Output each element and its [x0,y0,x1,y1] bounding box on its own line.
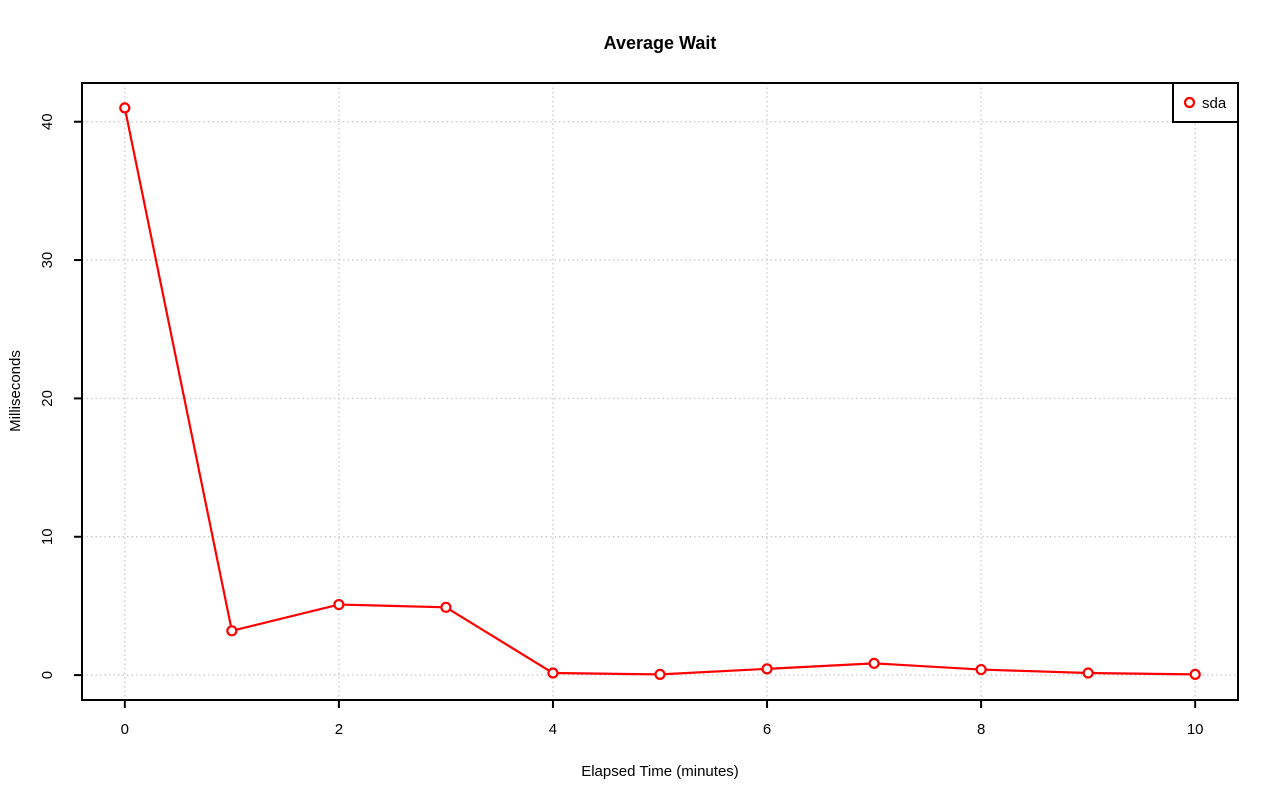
chart-title: Average Wait [604,33,717,53]
legend-label-sda: sda [1202,95,1227,112]
y-tick-label: 0 [39,671,56,679]
x-tick-label: 10 [1187,721,1204,738]
data-point-marker [119,102,131,114]
x-tick-label: 8 [977,721,985,738]
y-tick-label: 20 [39,390,56,407]
y-tick-label: 10 [39,528,56,545]
data-point-marker [654,668,666,681]
data-point-marker [333,598,345,611]
legend-open-circle-icon [1183,96,1196,109]
x-tick-label: 6 [763,721,771,738]
data-point-marker [1082,667,1094,679]
y-axis-label: Milliseconds [7,350,24,432]
x-tick-label: 2 [335,721,343,738]
data-point-marker [547,667,559,679]
x-tick-label: 0 [121,721,129,738]
series-line [123,106,1197,676]
x-axis-label: Elapsed Time (minutes) [581,763,739,780]
y-tick-label: 40 [39,113,56,130]
legend: sda [1172,82,1239,123]
series-sda [119,102,1201,681]
axis-ticks: 0 2 4 6 8 10 0 10 20 30 40 [39,113,1204,738]
data-point-marker [975,663,987,676]
y-tick-label: 30 [39,252,56,269]
data-point-marker [440,601,452,613]
data-point-marker [226,625,238,637]
data-point-marker [761,663,773,675]
plot-border [81,82,1239,701]
x-tick-label: 4 [549,721,557,738]
grid-layer [82,83,1238,700]
legend-box [1172,82,1239,123]
data-point-marker [1189,668,1201,681]
data-point-marker [868,657,880,669]
